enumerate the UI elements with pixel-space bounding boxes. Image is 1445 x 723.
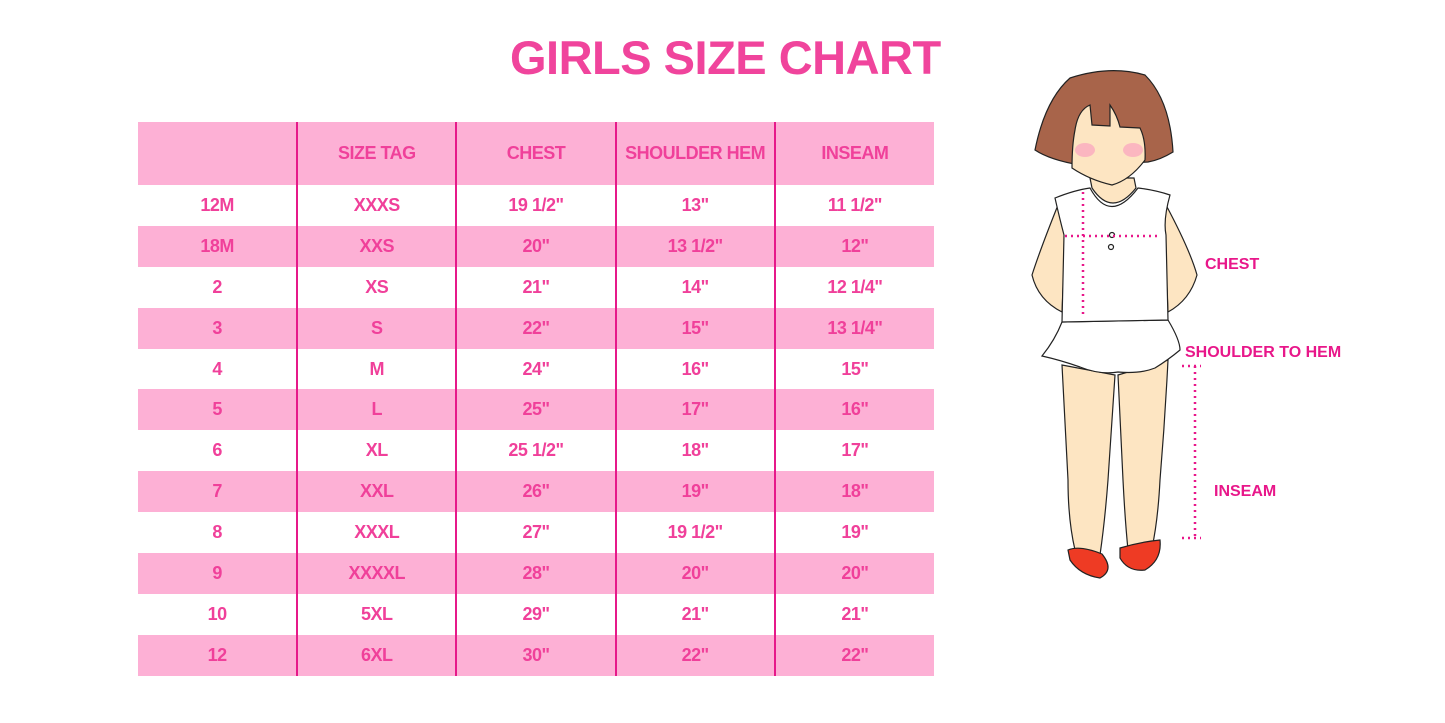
table-cell: 17" <box>773 430 934 472</box>
table-cell: 21" <box>773 593 934 635</box>
table-cell: 17" <box>614 389 775 431</box>
table-row: 12 6XL 30" 22" 22" <box>138 634 934 676</box>
table-cell: XS <box>296 266 457 308</box>
table-cell: 22" <box>614 634 775 676</box>
table-cell: 19" <box>614 471 775 513</box>
table-cell: 12 1/4" <box>773 266 934 308</box>
table-cell: 16" <box>614 348 775 390</box>
table-row: 2 XS 21" 14" 12 1/4" <box>138 266 934 308</box>
table-row: 10 5XL 29" 21" 21" <box>138 593 934 635</box>
table-cell: XXL <box>296 471 457 513</box>
column-header <box>138 122 298 185</box>
table-cell: 13" <box>614 185 775 226</box>
table-cell: 13 1/4" <box>773 307 934 349</box>
table-row: 9 XXXXL 28" 20" 20" <box>138 553 934 594</box>
table-cell: 5XL <box>296 593 457 635</box>
table-cell: 30" <box>455 634 616 676</box>
table-row: 8 XXXL 27" 19 1/2" 19" <box>138 512 934 554</box>
table-cell: 25" <box>455 389 616 431</box>
right-shoe <box>1119 539 1161 571</box>
table-cell: 10 <box>138 593 298 635</box>
neck <box>1089 177 1137 204</box>
shoulder-to-hem-label: SHOULDER TO HEM <box>1185 344 1342 361</box>
table-cell: 7 <box>138 471 298 513</box>
column-header: SIZE TAG <box>296 122 457 185</box>
table-cell: 15" <box>614 307 775 349</box>
table-cell: 20" <box>773 553 934 594</box>
table-cell: 8 <box>138 512 298 554</box>
table-cell: 12 <box>138 634 298 676</box>
table-cell: L <box>296 389 457 431</box>
table-cell: 19 1/2" <box>455 185 616 226</box>
table-cell: 13 1/2" <box>614 225 775 267</box>
table-cell: 6XL <box>296 634 457 676</box>
button <box>1107 243 1115 251</box>
table-row: 5 L 25" 17" 16" <box>138 389 934 431</box>
table-cell: 19" <box>773 512 934 554</box>
measure-lines <box>1065 192 1201 540</box>
table-cell: S <box>296 307 457 349</box>
table-cell: 27" <box>455 512 616 554</box>
table-cell: 4 <box>138 348 298 390</box>
table-cell: 25 1/2" <box>455 430 616 472</box>
table-cell: 16" <box>773 389 934 431</box>
table-cell: 22" <box>773 634 934 676</box>
table-cell: 18M <box>138 225 298 267</box>
table-cell: XXXXL <box>296 553 457 594</box>
column-header: INSEAM <box>773 122 934 185</box>
table-row: 4 M 24" 16" 15" <box>138 348 934 390</box>
table-cell: XXXL <box>296 512 457 554</box>
right-leg <box>1117 359 1169 551</box>
table-cell: 29" <box>455 593 616 635</box>
table-cell: 11 1/2" <box>773 185 934 226</box>
table-cell: 12M <box>138 185 298 226</box>
table-row: 3 S 22" 15" 13 1/4" <box>138 307 934 349</box>
table-row: 18M XXS 20" 13 1/2" 12" <box>138 225 934 267</box>
table-cell: XXXS <box>296 185 457 226</box>
table-cell: 20" <box>455 225 616 267</box>
table-cell: 12" <box>773 225 934 267</box>
table-cell: 28" <box>455 553 616 594</box>
table-cell: 9 <box>138 553 298 594</box>
left-leg <box>1061 364 1116 556</box>
cheek <box>1123 143 1143 157</box>
column-header: CHEST <box>455 122 616 185</box>
table-row: 7 XXL 26" 19" 18" <box>138 471 934 513</box>
column-header: SHOULDER HEM <box>614 122 775 185</box>
table-row: 12M XXXS 19 1/2" 13" 11 1/2" <box>138 185 934 226</box>
table-cell: 6 <box>138 430 298 472</box>
table-cell: 14" <box>614 266 775 308</box>
table-cell: XL <box>296 430 457 472</box>
table-cell: M <box>296 348 457 390</box>
table-cell: 18" <box>614 430 775 472</box>
inseam-label: INSEAM <box>1214 483 1277 500</box>
table-cell: 2 <box>138 266 298 308</box>
table-cell: 18" <box>773 471 934 513</box>
right-arm <box>1163 203 1198 313</box>
table-cell: 15" <box>773 348 934 390</box>
table-cell: 22" <box>455 307 616 349</box>
table-cell: 3 <box>138 307 298 349</box>
table-cell: 24" <box>455 348 616 390</box>
table-cell: XXS <box>296 225 457 267</box>
left-shoe <box>1067 547 1109 579</box>
cheek <box>1075 143 1095 157</box>
table-cell: 20" <box>614 553 775 594</box>
left-arm <box>1031 203 1067 313</box>
girl-illustration <box>1031 70 1201 579</box>
table-header-row: SIZE TAG CHEST SHOULDER HEM INSEAM <box>138 122 934 185</box>
face <box>1071 103 1146 186</box>
table-cell: 19 1/2" <box>614 512 775 554</box>
table-cell: 26" <box>455 471 616 513</box>
chest-label: CHEST <box>1205 256 1260 273</box>
skirt <box>1040 319 1181 374</box>
table-row: 6 XL 25 1/2" 18" 17" <box>138 430 934 472</box>
shirt <box>1054 187 1171 323</box>
page-title: GIRLS SIZE CHART <box>510 31 941 84</box>
table-cell: 5 <box>138 389 298 431</box>
size-table: SIZE TAG CHEST SHOULDER HEM INSEAM 12M XXXS 1… <box>138 122 934 676</box>
table-cell: 21" <box>455 266 616 308</box>
table-cell: 21" <box>614 593 775 635</box>
